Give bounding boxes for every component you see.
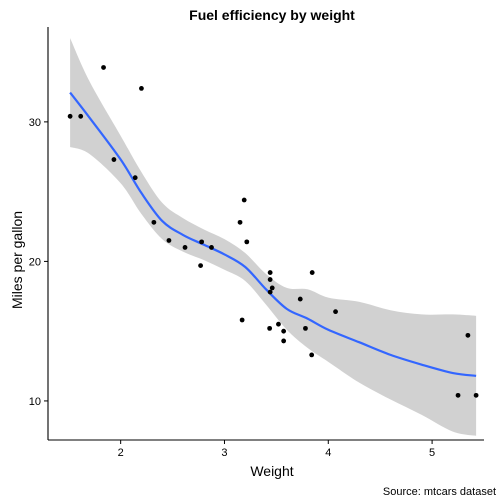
data-point — [465, 332, 471, 338]
data-point — [309, 352, 315, 358]
data-point — [276, 321, 281, 327]
data-point — [333, 309, 338, 315]
data-point — [198, 263, 204, 268]
y-tick-label: 20 — [29, 256, 41, 268]
plot-panel — [67, 38, 479, 436]
x-tick-label: 5 — [429, 447, 435, 459]
confidence-band — [70, 38, 477, 436]
data-point — [267, 325, 273, 331]
data-point — [101, 65, 106, 70]
data-point — [455, 392, 461, 398]
points-layer — [67, 65, 479, 398]
data-point — [267, 277, 273, 282]
data-point — [303, 325, 308, 331]
data-point — [199, 239, 205, 245]
chart-caption: Source: mtcars dataset — [383, 486, 496, 498]
smooth-line — [69, 91, 477, 377]
x-axis-ticks: 2 3 4 5 — [118, 440, 435, 459]
x-tick-label: 3 — [221, 447, 227, 459]
data-point — [209, 245, 214, 250]
data-point — [309, 270, 315, 275]
data-point — [281, 338, 287, 344]
data-point — [151, 219, 157, 225]
x-axis-title: Weight — [250, 463, 293, 479]
data-point — [281, 328, 287, 334]
x-tick-label: 4 — [325, 447, 331, 459]
y-tick-label: 30 — [29, 117, 41, 129]
y-tick-label: 10 — [29, 396, 41, 408]
data-point — [237, 219, 243, 225]
data-point — [67, 113, 73, 119]
data-point — [239, 317, 245, 323]
smooth-line-layer — [69, 91, 477, 377]
data-point — [297, 296, 303, 302]
data-point — [166, 238, 172, 243]
x-tick-label: 2 — [118, 447, 124, 459]
y-axis-title: Miles per gallon — [9, 211, 25, 309]
chart-title: Fuel efficiency by weight — [189, 7, 355, 23]
data-point — [269, 285, 275, 291]
y-axis-ticks: 10 20 30 — [29, 117, 48, 408]
confidence-band-layer — [70, 38, 477, 436]
data-point — [182, 245, 188, 250]
data-point — [473, 392, 479, 398]
data-point — [111, 157, 117, 162]
data-point — [139, 85, 144, 91]
data-point — [78, 113, 84, 119]
data-point — [267, 270, 273, 275]
data-point — [241, 197, 247, 203]
data-point — [267, 289, 273, 295]
data-point — [132, 175, 138, 181]
data-point — [244, 239, 250, 245]
